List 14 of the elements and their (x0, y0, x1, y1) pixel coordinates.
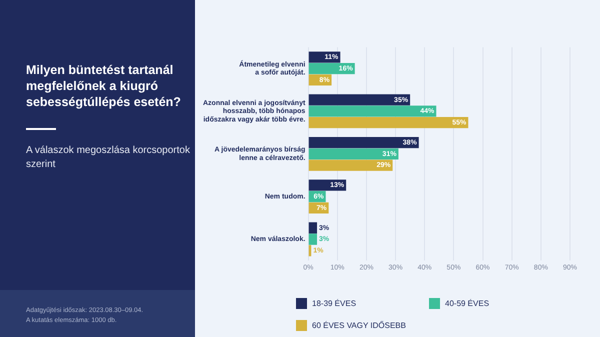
bar (308, 136, 419, 148)
legend-label: 60 ÉVES VAGY IDŐSEBB (312, 321, 406, 330)
bar (308, 148, 398, 160)
legend-label: 18-39 ÉVES (312, 299, 356, 308)
text: Milyen büntetést tartanál megfelelőnek a kiugró sebességtúllépés esetén? (26, 62, 182, 110)
bar (308, 160, 393, 171)
text: A válaszok megoszlása korcsoportok szerint (26, 144, 191, 172)
bar (308, 94, 410, 106)
bar (308, 106, 436, 117)
bar (308, 222, 318, 234)
bar (308, 180, 346, 191)
legend-label: 40-59 ÉVES (445, 299, 490, 308)
bar (308, 234, 318, 245)
bar (308, 117, 468, 128)
